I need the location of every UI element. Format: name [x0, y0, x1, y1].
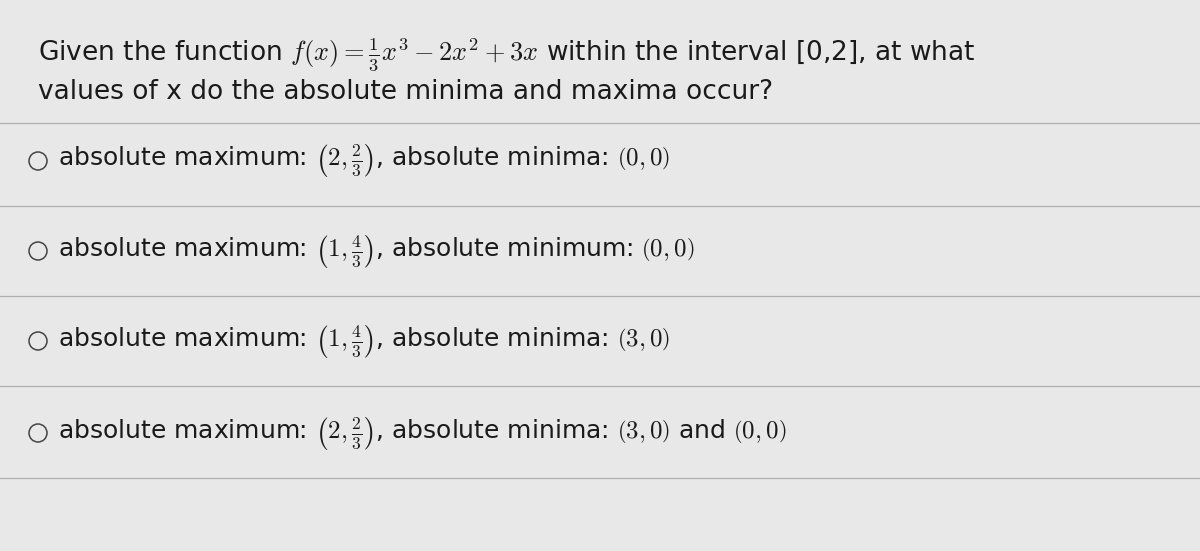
Text: Given the function $f(x) = \frac{1}{3}x^3 - 2x^2 + 3x$ within the interval [0,2]: Given the function $f(x) = \frac{1}{3}x^… — [38, 36, 976, 73]
Text: absolute maximum: $\left(1, \frac{4}{3}\right)$, absolute minimum: $\left(0, 0\r: absolute maximum: $\left(1, \frac{4}{3}\… — [58, 233, 695, 269]
Text: absolute maximum: $\left(2, \frac{2}{3}\right)$, absolute minima: $\left(0, 0\ri: absolute maximum: $\left(2, \frac{2}{3}\… — [58, 143, 671, 180]
Text: absolute maximum: $\left(2, \frac{2}{3}\right)$, absolute minima: $\left(3, 0\ri: absolute maximum: $\left(2, \frac{2}{3}\… — [58, 414, 786, 451]
Text: absolute maximum: $\left(1, \frac{4}{3}\right)$, absolute minima: $\left(3, 0\ri: absolute maximum: $\left(1, \frac{4}{3}\… — [58, 322, 671, 359]
Text: values of x do the absolute minima and maxima occur?: values of x do the absolute minima and m… — [38, 79, 773, 105]
